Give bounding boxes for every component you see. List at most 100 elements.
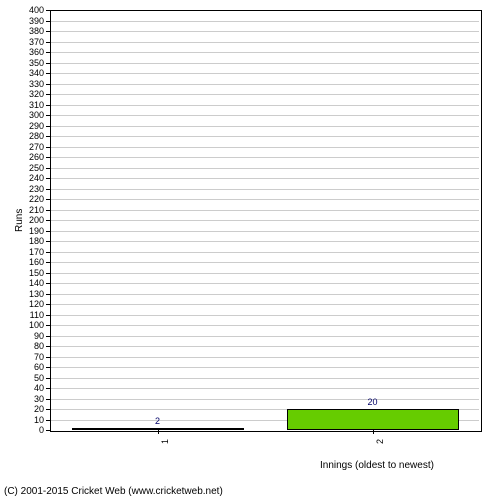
y-tick-label: 150 [0, 269, 44, 278]
y-tick [46, 52, 50, 53]
gridline [51, 126, 479, 127]
y-tick-label: 200 [0, 216, 44, 225]
y-tick-label: 260 [0, 153, 44, 162]
gridline [51, 105, 479, 106]
y-tick-label: 300 [0, 111, 44, 120]
gridline [51, 388, 479, 389]
y-tick [46, 430, 50, 431]
gridline [51, 52, 479, 53]
gridline [51, 63, 479, 64]
y-tick [46, 294, 50, 295]
gridline [51, 84, 479, 85]
y-tick [46, 409, 50, 410]
y-tick-label: 230 [0, 185, 44, 194]
y-tick [46, 367, 50, 368]
x-tick-label: 1 [161, 439, 170, 444]
gridline [51, 189, 479, 190]
y-tick-label: 10 [0, 416, 44, 425]
y-tick [46, 388, 50, 389]
y-tick [46, 262, 50, 263]
y-tick [46, 136, 50, 137]
y-tick [46, 325, 50, 326]
y-tick [46, 357, 50, 358]
gridline [51, 21, 479, 22]
y-tick [46, 420, 50, 421]
y-tick [46, 147, 50, 148]
x-axis-label: Innings (oldest to newest) [320, 460, 434, 471]
gridline [51, 147, 479, 148]
y-tick [46, 231, 50, 232]
gridline [51, 210, 479, 211]
y-tick [46, 94, 50, 95]
y-tick-label: 20 [0, 405, 44, 414]
y-tick-label: 220 [0, 195, 44, 204]
y-tick-label: 400 [0, 6, 44, 15]
gridline [51, 136, 479, 137]
y-tick-label: 30 [0, 395, 44, 404]
gridline [51, 294, 479, 295]
y-tick-label: 210 [0, 206, 44, 215]
y-tick [46, 252, 50, 253]
y-tick [46, 126, 50, 127]
y-tick-label: 90 [0, 332, 44, 341]
y-tick-label: 350 [0, 59, 44, 68]
y-tick-label: 180 [0, 237, 44, 246]
gridline [51, 241, 479, 242]
y-tick-label: 130 [0, 290, 44, 299]
y-tick [46, 21, 50, 22]
y-tick [46, 178, 50, 179]
y-tick [46, 105, 50, 106]
y-tick [46, 199, 50, 200]
y-tick [46, 31, 50, 32]
y-tick [46, 73, 50, 74]
y-tick [46, 168, 50, 169]
y-tick [46, 220, 50, 221]
y-tick [46, 378, 50, 379]
gridline [51, 357, 479, 358]
copyright-text: (C) 2001-2015 Cricket Web (www.cricketwe… [4, 486, 223, 497]
y-tick-label: 340 [0, 69, 44, 78]
y-tick-label: 330 [0, 80, 44, 89]
gridline [51, 157, 479, 158]
y-tick [46, 336, 50, 337]
gridline [51, 325, 479, 326]
y-tick-label: 120 [0, 300, 44, 309]
y-tick [46, 346, 50, 347]
y-tick-label: 40 [0, 384, 44, 393]
y-tick [46, 63, 50, 64]
gridline [51, 399, 479, 400]
gridline [51, 94, 479, 95]
gridline [51, 283, 479, 284]
y-tick-label: 310 [0, 101, 44, 110]
y-tick-label: 280 [0, 132, 44, 141]
y-tick-label: 170 [0, 248, 44, 257]
y-tick [46, 84, 50, 85]
gridline [51, 199, 479, 200]
y-tick [46, 210, 50, 211]
x-tick [373, 430, 374, 434]
x-tick [158, 430, 159, 434]
y-tick-label: 110 [0, 311, 44, 320]
gridline [51, 304, 479, 305]
bar [287, 409, 459, 430]
y-tick-label: 290 [0, 122, 44, 131]
y-tick-label: 50 [0, 374, 44, 383]
y-tick-label: 360 [0, 48, 44, 57]
y-tick-label: 370 [0, 38, 44, 47]
y-tick-label: 270 [0, 143, 44, 152]
gridline [51, 336, 479, 337]
y-tick [46, 42, 50, 43]
y-tick [46, 273, 50, 274]
gridline [51, 115, 479, 116]
gridline [51, 252, 479, 253]
y-tick [46, 304, 50, 305]
y-tick-label: 390 [0, 17, 44, 26]
gridline [51, 273, 479, 274]
gridline [51, 73, 479, 74]
gridline [51, 42, 479, 43]
gridline [51, 346, 479, 347]
y-tick-label: 160 [0, 258, 44, 267]
gridline [51, 220, 479, 221]
y-tick-label: 140 [0, 279, 44, 288]
gridline [51, 262, 479, 263]
